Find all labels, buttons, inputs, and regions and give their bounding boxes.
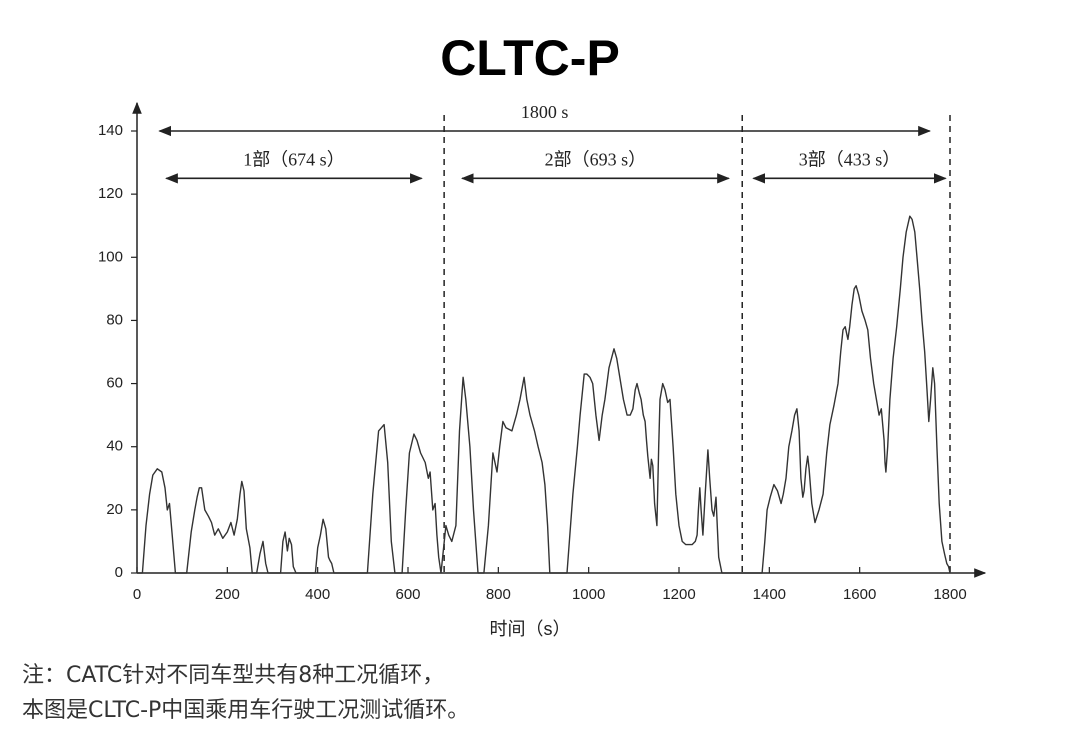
span-label: 1部（674 s） (243, 149, 345, 169)
y-tick-label: 60 (106, 375, 123, 392)
x-tick-label: 800 (486, 586, 511, 603)
x-tick-label: 200 (215, 586, 240, 603)
y-tick-label: 140 (98, 122, 123, 139)
note-line: 本图是CLTC-P中国乘用车行驶工况测试循环。 (22, 698, 469, 723)
y-tick-label: 120 (98, 185, 123, 202)
x-axis-label: 时间（s） (490, 619, 571, 639)
span-label: 3部（433 s） (799, 149, 901, 169)
x-tick-label: 1000 (572, 586, 605, 603)
y-tick-label: 100 (98, 248, 123, 265)
y-tick-label: 80 (106, 311, 123, 328)
span-label: 1800 s (521, 102, 569, 122)
x-tick-label: 0 (133, 586, 141, 603)
span-label: 2部（693 s） (545, 149, 647, 169)
y-tick-label: 20 (106, 501, 123, 518)
x-tick-label: 1800 (933, 586, 966, 603)
x-tick-label: 400 (305, 586, 330, 603)
y-tick-label: 40 (106, 438, 123, 455)
x-tick-label: 600 (395, 586, 420, 603)
speed-line (137, 215, 951, 574)
chart-title: CLTC-P (440, 30, 620, 86)
y-tick-label: 0 (115, 564, 123, 581)
note-line: 注：CATC针对不同车型共有8种工况循环， (22, 663, 444, 688)
x-tick-label: 1200 (662, 586, 695, 603)
x-tick-label: 1600 (843, 586, 876, 603)
x-tick-label: 1400 (753, 586, 786, 603)
